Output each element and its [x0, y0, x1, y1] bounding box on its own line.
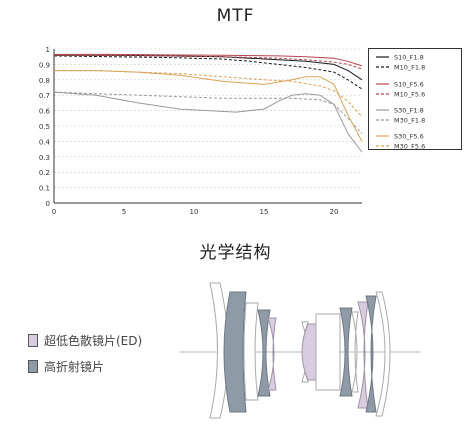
lens-element-9	[339, 307, 353, 397]
series-line-M30_F1.8	[53, 91, 363, 135]
x-tick-label: 15	[260, 208, 269, 216]
x-tick-label: 10	[190, 208, 199, 216]
lens-element-13	[375, 291, 391, 417]
chart-grid	[54, 48, 362, 188]
legend-label-S10_F5.6: S10_F5.6	[394, 81, 424, 89]
high-refraction-lens-swatch	[28, 360, 38, 373]
series-line-S10_F5.6	[54, 53, 363, 67]
y-tick-label: 0.4	[39, 138, 51, 146]
y-tick-label: 0.9	[39, 61, 50, 69]
x-tick-label: 5	[122, 208, 126, 216]
mtf-chart: 00.10.20.30.40.50.60.70.80.910 5 10 15 20	[39, 46, 363, 216]
lens-structure-title: 光学结构	[199, 243, 272, 263]
legend-label-M30_F1.8: M30_F1.8	[394, 117, 425, 125]
ed-lens-label: 超低色散镜片(ED)	[44, 334, 143, 348]
series-line-S10_F1.8	[54, 54, 363, 81]
lens-element-11	[357, 301, 369, 409]
ed-lens-key: 超低色散镜片(ED)	[28, 332, 142, 349]
legend-label-M30_F5.6: M30_F5.6	[394, 143, 425, 150]
lens-element-4	[257, 309, 271, 397]
y-tick-label: 0.3	[39, 154, 50, 162]
series-line-S30_F1.8	[53, 91, 363, 153]
lens-element-10	[351, 311, 359, 393]
chart-title: MTF	[216, 6, 255, 26]
y-tick-label: 0.8	[39, 77, 50, 85]
high-refraction-lens-label: 高折射镜片	[44, 360, 105, 374]
series-line-M10_F1.8	[53, 55, 363, 90]
lens-element-12	[365, 295, 377, 413]
legend-label-S30_F5.6: S30_F5.6	[394, 133, 424, 141]
lens-element-6	[301, 321, 309, 383]
series-line-S30_F5.6	[54, 70, 363, 142]
series-line-M30_F5.6	[54, 70, 363, 118]
y-tick-label: 0.2	[39, 169, 50, 177]
y-tick-label: 0.5	[39, 123, 50, 131]
chart-axes: 00.10.20.30.40.50.60.70.80.910 5 10 15 20	[39, 46, 362, 216]
y-tick-label: 0.1	[39, 185, 50, 193]
lens-element-3	[243, 302, 259, 401]
y-tick-label: 0.6	[39, 108, 51, 116]
legend-label-M10_F1.8: M10_F1.8	[394, 64, 425, 72]
chart-legend: S10_F1.8 M10_F1.8 S10_F5.6 M10_F5.6 S30_F1.8…	[368, 48, 462, 150]
legend-label-S10_F1.8: S10_F1.8	[394, 54, 424, 62]
y-tick-label: 0	[46, 200, 50, 208]
high-refraction-lens-key: 高折射镜片	[28, 358, 104, 375]
x-tick-label: 20	[330, 208, 339, 216]
legend-label-S30_F1.8: S30_F1.8	[394, 107, 424, 115]
chart-series	[53, 53, 363, 153]
x-tick-label: 0	[52, 208, 56, 216]
lens-element-1	[209, 282, 229, 419]
ed-lens-swatch	[28, 334, 38, 347]
y-tick-label: 1	[46, 46, 50, 54]
legend-label-M10_F5.6: M10_F5.6	[394, 91, 425, 99]
y-tick-label: 0.7	[39, 92, 50, 100]
lens-element-5	[267, 317, 277, 391]
lens-element-7	[301, 323, 322, 381]
lens-element-2	[223, 291, 247, 413]
lens-element-8	[315, 313, 341, 391]
